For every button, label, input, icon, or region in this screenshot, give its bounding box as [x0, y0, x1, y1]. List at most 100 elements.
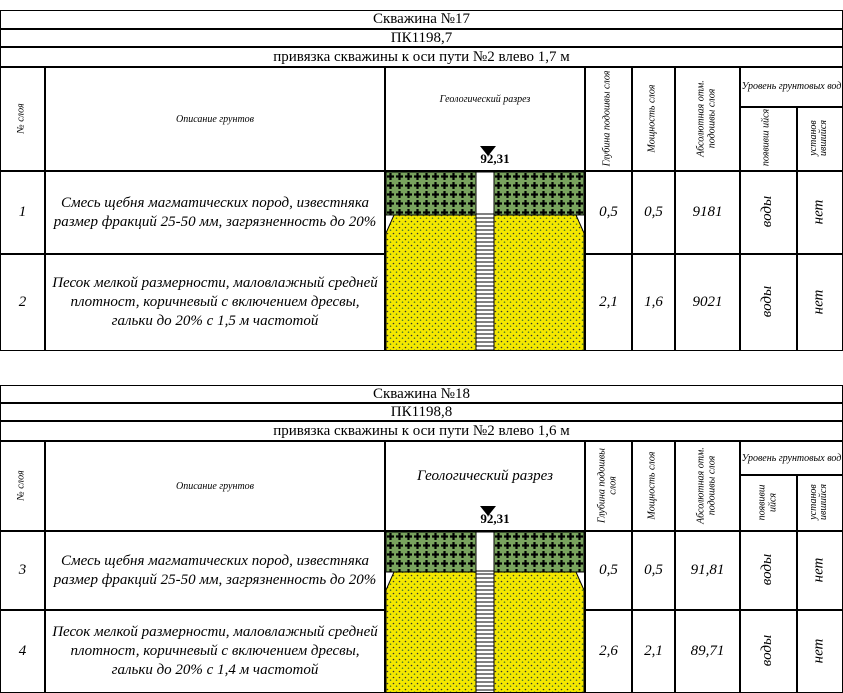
depth-cell: 2,1	[585, 254, 632, 351]
header-depth-cell: Глубина подошвы слоя	[585, 441, 632, 531]
header-depth: Глубина подошвы слоя	[596, 447, 618, 523]
header-section-cell: Геологический разрез 92,31	[385, 441, 585, 531]
layer-no-cell: 4	[0, 610, 45, 693]
established-cell: нет	[797, 531, 843, 610]
appeared-cell: воды	[740, 171, 797, 254]
header-thickness: Мощность слоя	[646, 84, 658, 152]
description: Смесь щебня магматических пород, известн…	[53, 552, 377, 588]
established: нет	[810, 557, 827, 582]
layer-no-cell: 2	[0, 254, 45, 351]
elevation-cell: 9021	[675, 254, 740, 351]
depth: 2,6	[599, 643, 618, 659]
header-elevation-cell: Абсолютная отм. подошвы слоя	[675, 67, 740, 171]
appeared: воды	[758, 553, 775, 586]
header-appeared-cell: появивш ийся	[740, 106, 797, 171]
elevation-cell: 91,81	[675, 531, 740, 610]
header-thickness: Мощность слоя	[646, 451, 658, 519]
header-description: Описание грунтов	[175, 113, 255, 125]
header-elevation: Абсолютная отм. подошвы слоя	[695, 79, 717, 157]
header-section-cell: Геологический разрез 92,31	[385, 67, 585, 171]
thickness: 0,5	[644, 562, 663, 578]
binding-cell: привязка скважины к оси пути №2 влево 1,…	[0, 421, 843, 441]
description-cell: Смесь щебня магматических пород, известн…	[45, 171, 385, 254]
description-cell: Песок мелкой размерности, маловлажный ср…	[45, 610, 385, 693]
description-cell: Песок мелкой размерности, маловлажный ср…	[45, 254, 385, 351]
header-water-level-cell: Уровень грунтовых вод	[740, 67, 843, 107]
description: Песок мелкой размерности, маловлажный ср…	[52, 275, 378, 329]
binding: привязка скважины к оси пути №2 влево 1,…	[273, 422, 570, 439]
header-water-level: Уровень грунтовых вод	[741, 452, 842, 464]
borehole-title-cell: Скважина №18	[0, 385, 843, 403]
appeared-cell: воды	[740, 254, 797, 351]
header-established-cell: установ ившийся	[797, 475, 843, 531]
depth-cell: 2,6	[585, 610, 632, 693]
appeared: воды	[758, 285, 775, 318]
binding: привязка скважины к оси пути №2 влево 1,…	[273, 48, 570, 65]
thickness-cell: 2,1	[632, 610, 675, 693]
picket-cell: ПК1198,8	[0, 403, 843, 421]
appeared-cell: воды	[740, 531, 797, 610]
thickness-cell: 0,5	[632, 171, 675, 254]
thickness-cell: 1,6	[632, 254, 675, 351]
mark-triangle	[480, 506, 496, 516]
description: Смесь щебня магматических пород, известн…	[53, 194, 377, 230]
header-layer-no-cell: № слоя	[0, 67, 45, 171]
header-description-cell: Описание грунтов	[45, 441, 385, 531]
established: нет	[810, 199, 827, 224]
layer-no: 4	[18, 643, 27, 659]
depth-cell: 0,5	[585, 171, 632, 254]
elevation: 91,81	[690, 562, 725, 578]
thickness-cell: 0,5	[632, 531, 675, 610]
borehole-title: Скважина №17	[373, 11, 470, 27]
thickness: 1,6	[644, 294, 663, 310]
layer-no: 1	[18, 204, 27, 220]
header-appeared: появивш ийся	[761, 109, 773, 167]
header-thickness-cell: Мощность слоя	[632, 67, 675, 171]
borehole-title: Скважина №18	[373, 385, 470, 402]
header-water-level: Уровень грунтовых вод	[741, 81, 842, 93]
header-layer-no: № слоя	[15, 469, 27, 501]
elevation: 9181	[692, 204, 723, 220]
established: нет	[810, 638, 827, 663]
established-cell: нет	[797, 610, 843, 693]
appeared-cell: воды	[740, 610, 797, 693]
header-established: установ ившийся	[807, 484, 830, 521]
picket-cell: ПК1198,7	[0, 29, 843, 47]
thickness: 0,5	[644, 204, 663, 220]
layer-no: 2	[18, 294, 27, 310]
mark-triangle	[480, 146, 496, 156]
depth: 0,5	[599, 562, 618, 578]
depth: 2,1	[599, 294, 618, 310]
geological-section	[386, 532, 584, 692]
established-cell: нет	[797, 254, 843, 351]
header-established-cell: установ ившийся	[797, 106, 843, 171]
description: Песок мелкой размерности, маловлажный ср…	[52, 624, 378, 678]
geological-section	[386, 172, 584, 350]
picket: ПК1198,8	[390, 403, 453, 420]
header-elevation-cell: Абсолютная отм. подошвы слоя	[675, 441, 740, 531]
borehole-title-cell: Скважина №17	[0, 10, 843, 29]
established: нет	[810, 289, 827, 314]
header-established: установ ившийся	[807, 119, 830, 156]
elevation-cell: 9181	[675, 171, 740, 254]
header-description: Описание грунтов	[175, 480, 255, 492]
header-depth-cell: Глубина подошвы слоя	[585, 67, 632, 171]
header-elevation: Абсолютная отм. подошвы слоя	[695, 446, 717, 524]
layer-no: 3	[18, 562, 27, 578]
elevation: 9021	[692, 294, 723, 310]
depth-cell: 0,5	[585, 531, 632, 610]
elevation-cell: 89,71	[675, 610, 740, 693]
established-cell: нет	[797, 171, 843, 254]
layer-no-cell: 1	[0, 171, 45, 254]
header-section: Геологический разрез	[439, 93, 531, 105]
header-appeared: появивш ийся	[755, 484, 778, 520]
picket: ПК1198,7	[390, 29, 453, 46]
header-depth: Глубина подошвы слоя	[601, 70, 613, 166]
header-water-level-cell: Уровень грунтовых вод	[740, 441, 843, 476]
appeared: воды	[758, 634, 775, 667]
header-thickness-cell: Мощность слоя	[632, 441, 675, 531]
header-appeared-cell: появивш ийся	[740, 475, 797, 531]
binding-cell: привязка скважины к оси пути №2 влево 1,…	[0, 47, 843, 67]
description-cell: Смесь щебня магматических пород, известн…	[45, 531, 385, 610]
